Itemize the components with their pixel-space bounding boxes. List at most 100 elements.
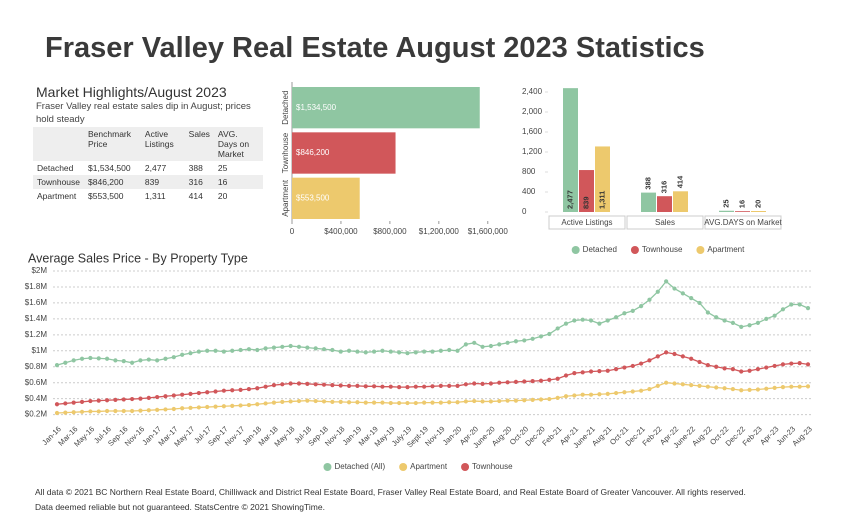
bar-value-label: 414 [675,175,684,188]
data-point [180,406,185,411]
data-point [54,410,60,416]
data-point [505,380,510,385]
data-point [639,388,644,393]
data-point [163,356,168,361]
data-point [572,371,577,376]
data-point [146,395,151,400]
data-point [388,384,393,389]
data-point [280,344,285,349]
data-point [246,347,252,352]
bar [673,191,688,212]
data-point [597,392,602,397]
bar [563,88,578,212]
data-point [371,349,377,354]
data-point [805,384,811,389]
data-point [363,350,368,355]
data-point [530,379,535,384]
data-point [780,384,786,390]
data-point [755,367,761,372]
y-tick-label: $0.2M [25,410,48,419]
x-tick-label: $1,600,000 [468,227,509,236]
category-box [704,215,782,230]
data-point [104,356,110,361]
table-cell: 316 [184,175,214,189]
data-point [588,369,594,374]
data-point [104,408,110,414]
table-cell: $1,534,500 [88,163,131,173]
data-point [380,348,385,353]
data-point [747,368,752,373]
data-point [722,318,727,323]
data-point [338,383,343,388]
data-point [805,306,811,311]
data-point [238,347,243,353]
highlights-table: Benchmark Price Active Listings Sales AVG. … [33,127,263,203]
data-point [422,384,427,389]
data-point [96,398,101,403]
data-point [88,355,93,361]
data-point [196,390,201,396]
data-point [488,399,494,404]
legend-label: Apartment [410,462,448,471]
table-cell: Detached [37,163,74,173]
bar-value-label: 20 [753,200,762,208]
data-point [138,408,143,413]
table-body: Detached $1,534,500 2,477 388 25 Townhouse $84… [33,161,263,203]
data-point [363,400,368,405]
data-point [196,349,201,354]
data-point [513,379,519,385]
legend-label: Townhouse [472,462,513,471]
data-point [730,386,736,392]
data-point [772,385,777,390]
y-category-label: Apartment [281,179,290,217]
data-point [530,336,535,341]
data-point [413,384,418,389]
data-point [472,381,477,386]
y-tick-label: 1,600 [522,127,543,136]
data-point [488,343,494,349]
data-point [280,382,285,387]
y-tick-label: $1.4M [25,314,48,323]
data-point [146,408,151,413]
data-point [680,354,685,359]
data-point [330,382,335,388]
data-point [255,347,260,353]
data-point [655,383,660,388]
data-point [380,400,385,405]
data-point [130,408,135,414]
data-point [130,360,135,365]
data-point [146,357,151,362]
table-cell: 16 [213,175,263,189]
x-tick-label: $800,000 [373,227,407,236]
data-point [605,368,610,373]
data-point [213,404,218,409]
data-point [121,408,126,414]
y-tick-label: $1.8M [25,282,48,291]
y-tick-label: 400 [522,187,536,196]
data-point [113,397,118,402]
data-point [205,404,210,410]
legend-label: Detached [583,245,617,254]
data-point [321,399,327,404]
data-point [54,363,60,368]
data-point [155,358,160,363]
data-point [764,316,769,321]
y-tick-label: 1,200 [522,147,543,156]
header-cell: Active Listings [140,127,185,161]
data-point [271,345,277,350]
data-point [580,317,585,322]
x-tick-label: 0 [290,227,295,236]
data-point [380,384,385,389]
bar [657,196,672,212]
table-cell: 388 [188,163,203,173]
data-point [54,402,60,407]
data-point [263,384,268,389]
data-point [613,315,619,320]
legend-marker [630,246,639,254]
legend-marker [571,246,580,254]
data-point [188,405,193,410]
data-point [180,392,185,397]
y-tick-label: $1.6M [25,298,48,307]
data-point [739,324,744,329]
data-point [455,348,460,353]
